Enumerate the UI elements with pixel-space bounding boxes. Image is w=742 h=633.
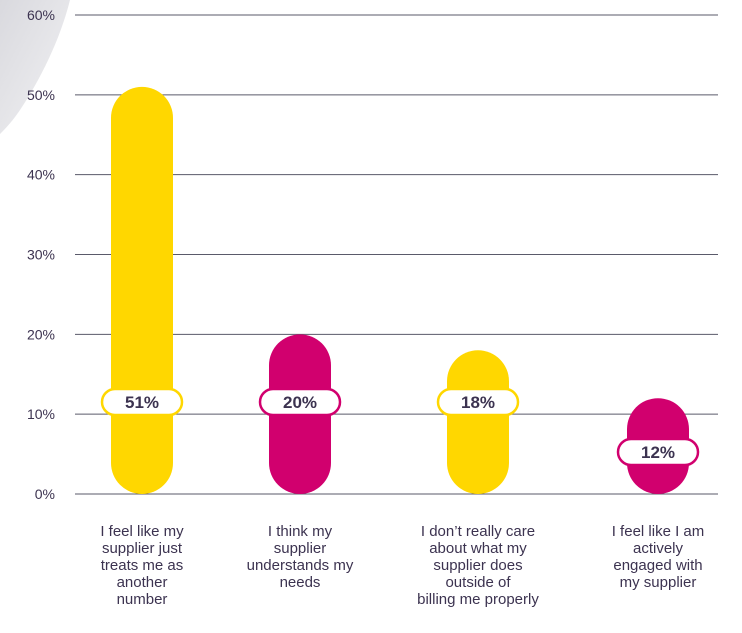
x-tick-label: I think my supplier understands my needs: [225, 523, 375, 591]
data-label: 18%: [461, 393, 495, 412]
x-tick-label-line: my supplier: [619, 574, 697, 591]
x-tick-label-line: I don’t really care: [420, 523, 536, 540]
x-tick-label: I feel like I am actively engaged with my s…: [583, 523, 733, 591]
x-tick-label-line: I think my: [267, 523, 333, 540]
bar: [447, 350, 509, 494]
x-tick-label-line: billing me properly: [417, 591, 539, 608]
x-tick-label-line: number: [116, 591, 168, 608]
y-tick-label: 60%: [27, 7, 55, 23]
data-label: 51%: [125, 393, 159, 412]
x-tick-label-line: actively: [632, 540, 684, 557]
value-label-badge: [258, 387, 342, 417]
y-tick-label: 20%: [27, 326, 55, 342]
data-label: 20%: [283, 393, 317, 412]
y-tick-label: 0%: [35, 486, 55, 502]
x-tick-label: I don’t really care about what my supplier…: [403, 523, 553, 608]
value-label-badge: [616, 437, 700, 467]
x-tick-label-line: supplier does: [433, 557, 523, 574]
x-tick-label-line: needs: [279, 574, 321, 591]
x-tick-label-line: about what my: [429, 540, 527, 557]
y-tick-label: 40%: [27, 167, 55, 183]
x-tick-label: I feel like my supplier just treats me as a…: [67, 523, 217, 608]
x-tick-label-line: engaged with: [613, 557, 703, 574]
x-tick-label-line: treats me as: [100, 557, 184, 574]
bar: [111, 86, 173, 494]
x-tick-label-line: understands my: [246, 557, 354, 574]
y-tick-label: 50%: [27, 87, 55, 103]
value-label-badge: [436, 387, 520, 417]
x-tick-label-line: I feel like my: [100, 523, 184, 540]
x-tick-label-line: supplier: [273, 540, 327, 557]
x-tick-label-line: another: [116, 574, 168, 591]
data-label: 12%: [641, 443, 675, 462]
x-tick-label-line: supplier just: [101, 540, 183, 557]
value-label-badge: [100, 387, 184, 417]
x-tick-label-line: outside of: [445, 574, 511, 591]
y-tick-label: 30%: [27, 247, 55, 263]
x-tick-label-line: I feel like I am: [611, 523, 705, 540]
y-tick-label: 10%: [27, 406, 55, 422]
